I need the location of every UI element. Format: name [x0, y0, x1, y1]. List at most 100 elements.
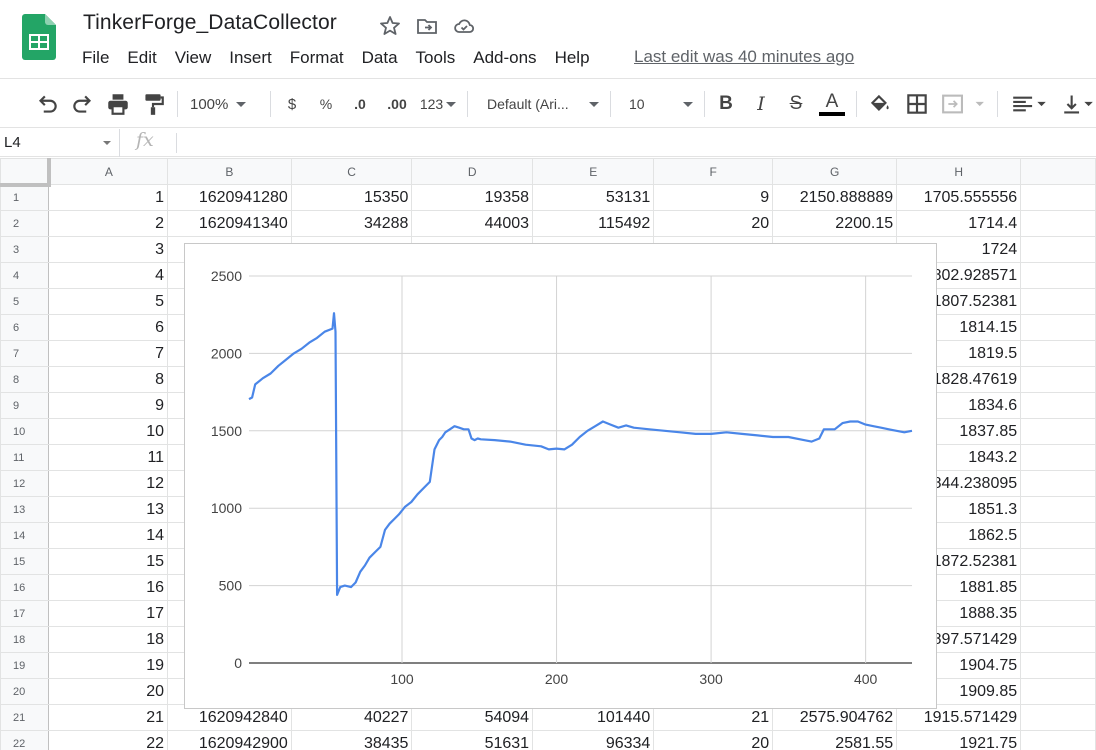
row-header[interactable]: 17	[0, 600, 50, 627]
menu-help[interactable]: Help	[554, 48, 590, 67]
column-header-d[interactable]: D	[411, 158, 534, 185]
cell-a[interactable]: 11	[48, 444, 169, 471]
cell-a[interactable]: 19	[48, 652, 169, 679]
formula-input[interactable]	[184, 133, 1084, 153]
menu-tools[interactable]: Tools	[415, 48, 456, 67]
currency-button[interactable]: $	[287, 95, 297, 113]
line-chart[interactable]: 0 500 1000 1500 2000 2500 100 200 300 400	[184, 243, 937, 709]
cell-a[interactable]: 2	[48, 210, 169, 237]
row-header[interactable]: 3	[0, 236, 50, 263]
cell-a[interactable]: 9	[48, 392, 169, 419]
cloud-saved-icon[interactable]	[452, 14, 476, 38]
print-icon[interactable]	[105, 91, 131, 117]
cell-a[interactable]: 4	[48, 262, 169, 289]
cell-i[interactable]	[1020, 626, 1096, 653]
cell-a[interactable]: 10	[48, 418, 169, 445]
decrease-decimal-button[interactable]: .0	[354, 96, 366, 112]
menu-file[interactable]: File	[82, 48, 110, 67]
cell-c[interactable]: 38435	[290, 730, 413, 750]
vertical-align-icon[interactable]	[1060, 91, 1096, 117]
cell-d[interactable]: 51631	[411, 730, 534, 750]
horizontal-align-icon[interactable]	[1009, 91, 1051, 117]
menu-insert[interactable]: Insert	[229, 48, 272, 67]
increase-decimal-button[interactable]: .00	[387, 96, 407, 112]
cell-a[interactable]: 22	[48, 730, 169, 750]
cell-i[interactable]	[1020, 184, 1096, 211]
cell-f[interactable]: 9	[653, 184, 774, 211]
row-header[interactable]: 2	[0, 210, 50, 237]
menu-view[interactable]: View	[174, 48, 212, 67]
row-header[interactable]: 12	[0, 470, 50, 497]
row-header[interactable]: 11	[0, 444, 50, 471]
cell-a[interactable]: 13	[48, 496, 169, 523]
cell-b[interactable]: 1620942900	[167, 730, 292, 750]
cell-i[interactable]	[1020, 678, 1096, 705]
row-header[interactable]: 19	[0, 652, 50, 679]
row-header[interactable]: 16	[0, 574, 50, 601]
cell-a[interactable]: 8	[48, 366, 169, 393]
strikethrough-button[interactable]: S	[789, 93, 803, 114]
fill-color-icon[interactable]	[867, 91, 893, 117]
column-header-b[interactable]: B	[167, 158, 292, 185]
last-edit-link[interactable]: Last edit was 40 minutes ago	[634, 47, 855, 66]
percent-button[interactable]: %	[319, 96, 333, 112]
column-header-a[interactable]: A	[48, 158, 169, 185]
row-header[interactable]: 22	[0, 730, 50, 750]
cell-i[interactable]	[1020, 704, 1096, 731]
redo-icon[interactable]	[70, 91, 96, 117]
cell-i[interactable]	[1020, 210, 1096, 237]
cell-i[interactable]	[1020, 236, 1096, 263]
row-header[interactable]: 7	[0, 340, 50, 367]
cell-e[interactable]: 53131	[532, 184, 655, 211]
select-all-corner[interactable]	[0, 158, 51, 187]
column-header-f[interactable]: F	[653, 158, 774, 185]
cell-i[interactable]	[1020, 730, 1096, 750]
undo-icon[interactable]	[34, 91, 60, 117]
cell-a[interactable]: 17	[48, 600, 169, 627]
cell-i[interactable]	[1020, 392, 1096, 419]
column-header-h[interactable]: H	[896, 158, 1022, 185]
row-header[interactable]: 15	[0, 548, 50, 575]
cell-h[interactable]: 1714.4	[896, 210, 1022, 237]
menu-data[interactable]: Data	[361, 48, 398, 67]
column-header-e[interactable]: E	[532, 158, 655, 185]
cell-i[interactable]	[1020, 418, 1096, 445]
column-header-g[interactable]: G	[772, 158, 898, 185]
cell-i[interactable]	[1020, 522, 1096, 549]
cell-g[interactable]: 2200.15	[772, 210, 898, 237]
column-header-c[interactable]: C	[290, 158, 413, 185]
cell-e[interactable]: 115492	[532, 210, 655, 237]
font-select[interactable]: Default (Ari...	[487, 91, 599, 117]
cell-b[interactable]: 1620941280	[167, 184, 292, 211]
cell-i[interactable]	[1020, 366, 1096, 393]
cell-b[interactable]: 1620942840	[167, 704, 292, 731]
cell-a[interactable]: 18	[48, 626, 169, 653]
cell-a[interactable]: 21	[48, 704, 169, 731]
menu-edit[interactable]: Edit	[127, 48, 157, 67]
cell-f[interactable]: 20	[653, 210, 774, 237]
row-header[interactable]: 9	[0, 392, 50, 419]
menu-add-ons[interactable]: Add-ons	[473, 48, 537, 67]
italic-button[interactable]: I	[757, 93, 765, 115]
row-header[interactable]: 6	[0, 314, 50, 341]
cell-i[interactable]	[1020, 288, 1096, 315]
row-header[interactable]: 4	[0, 262, 50, 289]
sheets-logo-icon[interactable]	[22, 14, 56, 60]
cell-a[interactable]: 16	[48, 574, 169, 601]
cell-f[interactable]: 20	[653, 730, 774, 750]
text-color-button[interactable]: A	[818, 91, 846, 117]
menu-format[interactable]: Format	[289, 48, 344, 67]
cell-a[interactable]: 20	[48, 678, 169, 705]
row-header[interactable]: 18	[0, 626, 50, 653]
merge-cells-icon[interactable]	[940, 91, 986, 117]
paint-format-icon[interactable]	[140, 91, 166, 117]
cell-e[interactable]: 96334	[532, 730, 655, 750]
row-header[interactable]: 1	[0, 184, 50, 211]
cell-i[interactable]	[1020, 496, 1096, 523]
bold-button[interactable]: B	[719, 93, 733, 114]
row-header[interactable]: 8	[0, 366, 50, 393]
column-header-i[interactable]	[1020, 158, 1096, 185]
star-icon[interactable]	[378, 14, 402, 38]
cell-a[interactable]: 7	[48, 340, 169, 367]
name-box[interactable]: L4	[0, 129, 120, 157]
